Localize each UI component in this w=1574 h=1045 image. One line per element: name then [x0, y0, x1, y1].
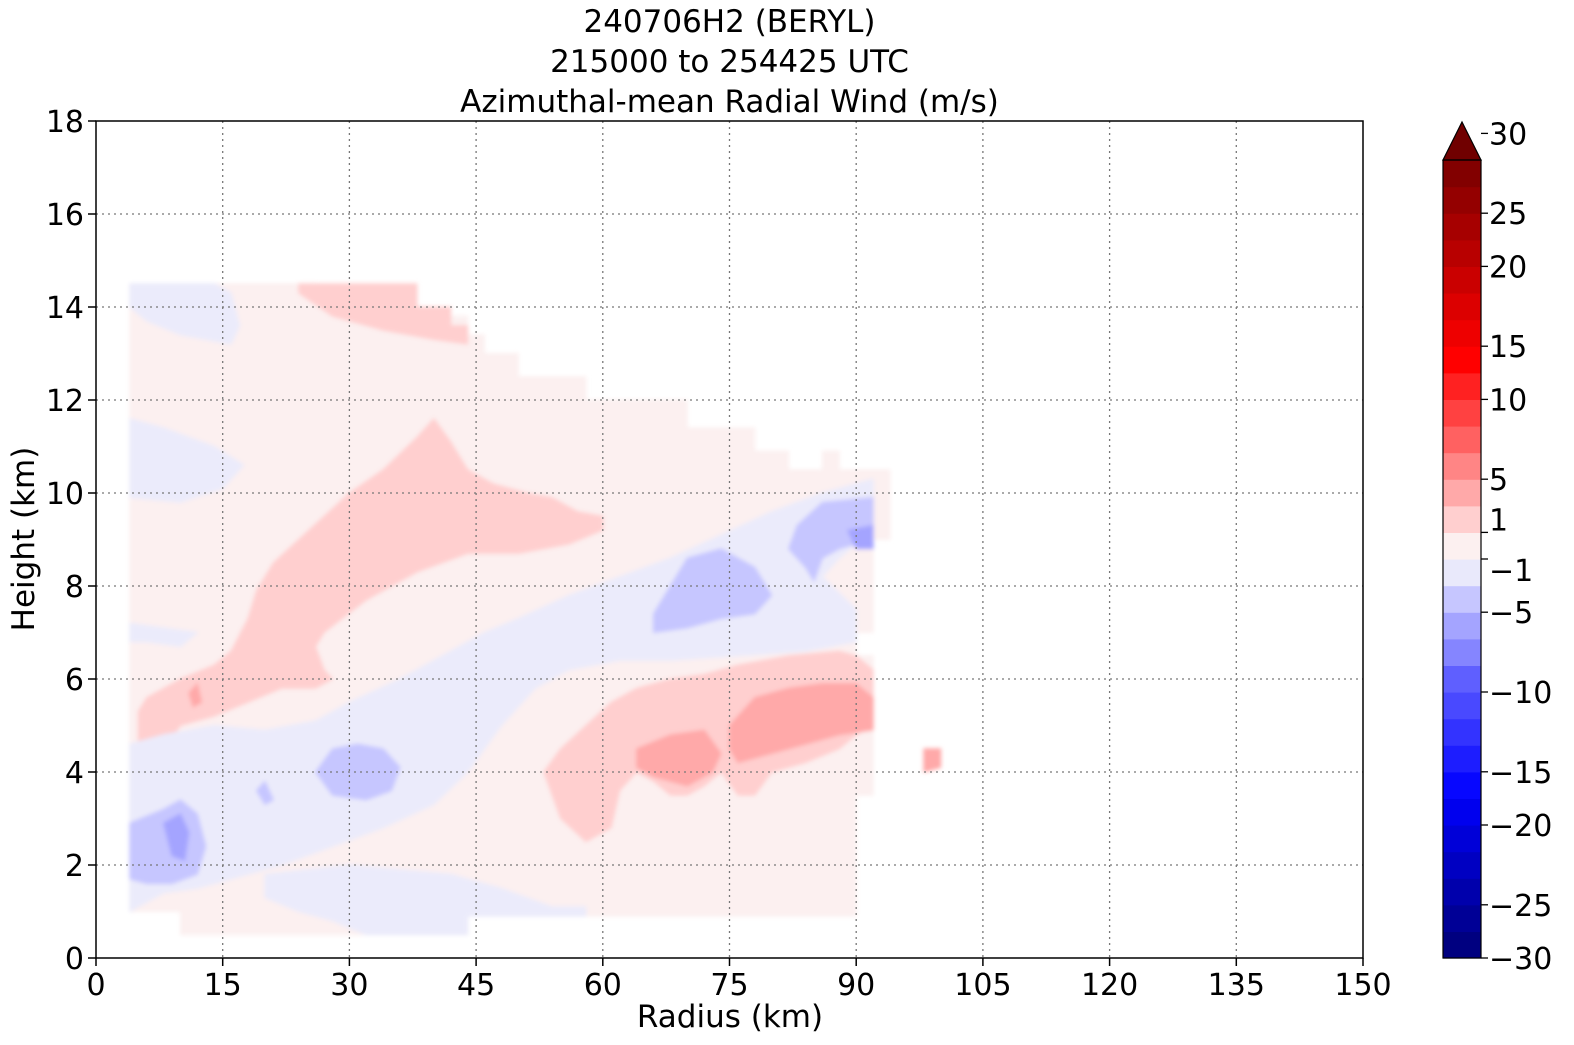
y-tick-label-18: 18: [46, 105, 84, 140]
x-tick-label-105: 105: [954, 968, 1011, 1003]
contour-region-19: [923, 748, 942, 773]
colorbar-segment-7: [1443, 745, 1481, 773]
y-tick-label-6: 6: [65, 663, 84, 698]
contour-region-12: [255, 780, 275, 806]
contour-region-5: [137, 417, 604, 797]
colorbar-segment-14: [1443, 559, 1481, 587]
colorbar-tick-label-1: 25: [1489, 197, 1527, 232]
colorbar-tick-label-8: −5: [1489, 596, 1533, 631]
contour-region-18: [729, 683, 874, 764]
y-tick-label-14: 14: [46, 291, 84, 326]
colorbar-segment-25: [1443, 266, 1481, 294]
colorbar-segment-0: [1443, 931, 1481, 959]
colorbar-segments: [1443, 160, 1481, 959]
y-tick-label-16: 16: [46, 198, 84, 233]
contour-region-3: [129, 622, 199, 648]
colorbar-segment-16: [1443, 505, 1481, 533]
colorbar-tick-label-11: −20: [1489, 809, 1552, 844]
x-tick-label-120: 120: [1081, 968, 1138, 1003]
colorbar-segment-17: [1443, 479, 1481, 507]
colorbar-segment-8: [1443, 718, 1481, 746]
colorbar-ticks: 30 25 20 15 10 5 1 −1 −5 −10 −15 −20 −25 −30: [1481, 117, 1552, 977]
colorbar-segment-27: [1443, 213, 1481, 241]
colorbar-segment-26: [1443, 239, 1481, 267]
colorbar-tick-label-7: −1: [1489, 554, 1533, 589]
grid-lines: [96, 121, 1363, 958]
contour-region-4: [298, 283, 469, 345]
colorbar-segment-21: [1443, 372, 1481, 400]
colorbar-segment-5: [1443, 798, 1481, 826]
colorbar-tick-label-4: 10: [1489, 383, 1527, 418]
x-tick-label-75: 75: [710, 968, 748, 1003]
x-axis-ticks: 0 15 30 45 60 75 90 105 120 135 150: [86, 958, 1392, 1003]
colorbar-segment-4: [1443, 825, 1481, 853]
y-tick-label-0: 0: [65, 942, 84, 977]
colorbar-segment-11: [1443, 638, 1481, 666]
plot-area: 0 15 30 45 60 75 90 105 120 135 150 0 2 4 6 8 10 12 14 16 1…: [46, 105, 1392, 1003]
y-tick-label-2: 2: [65, 849, 84, 884]
colorbar-segment-2: [1443, 878, 1481, 906]
colorbar-segment-12: [1443, 612, 1481, 640]
colorbar-tick-label-9: −10: [1489, 676, 1552, 711]
contour-region-9: [314, 743, 401, 801]
contour-region-15: [847, 524, 874, 550]
x-tick-label-30: 30: [330, 968, 368, 1003]
contour-region-1: [129, 283, 241, 345]
colorbar-segment-10: [1443, 665, 1481, 693]
colorbar-segment-9: [1443, 692, 1481, 720]
colorbar-tick-label-0: 30: [1489, 117, 1527, 152]
y-tick-label-12: 12: [46, 384, 84, 419]
colorbar-segment-28: [1443, 186, 1481, 214]
contour-region-6: [188, 682, 203, 708]
x-tick-label-60: 60: [584, 968, 622, 1003]
x-tick-label-135: 135: [1208, 968, 1265, 1003]
x-tick-label-0: 0: [86, 968, 105, 1003]
x-axis-label: Radius (km): [637, 999, 823, 1035]
colorbar: 30 25 20 15 10 5 1 −1 −5 −10 −15 −20 −25 −30: [1442, 117, 1552, 977]
chart-title-line-2: 215000 to 254425 UTC: [550, 44, 909, 80]
contour-region-17: [636, 729, 722, 787]
x-tick-label-150: 150: [1334, 968, 1391, 1003]
chart-title-line-1: 240706H2 (BERYL): [583, 4, 876, 40]
contour-region-8: [264, 864, 587, 936]
colorbar-tick-label-12: −25: [1489, 889, 1552, 924]
colorbar-segment-13: [1443, 585, 1481, 613]
contour-region-11: [163, 813, 190, 862]
chart-title-line-3: Azimuthal-mean Radial Wind (m/s): [460, 84, 999, 120]
y-tick-label-4: 4: [65, 756, 84, 791]
colorbar-segment-22: [1443, 346, 1481, 374]
y-axis-label: Height (km): [6, 447, 42, 632]
contour-region-13: [653, 548, 773, 634]
colorbar-segment-29: [1443, 160, 1481, 188]
colorbar-extend-arrow: [1442, 120, 1482, 161]
y-tick-label-10: 10: [46, 477, 84, 512]
colorbar-segment-19: [1443, 426, 1481, 454]
contour-region-14: [788, 497, 874, 583]
x-tick-label-45: 45: [457, 968, 495, 1003]
contour-region-2: [129, 417, 245, 503]
y-tick-label-8: 8: [65, 570, 84, 605]
colorbar-tick-label-2: 20: [1489, 250, 1527, 285]
colorbar-tick-label-5: 5: [1489, 463, 1508, 498]
colorbar-tick-label-3: 15: [1489, 330, 1527, 365]
colorbar-tick-label-6: 1: [1489, 503, 1508, 538]
y-axis-ticks: 0 2 4 6 8 10 12 14 16 18: [46, 105, 96, 977]
colorbar-segment-24: [1443, 293, 1481, 321]
colorbar-tick-label-13: −30: [1489, 942, 1552, 977]
contour-region-10: [129, 799, 207, 885]
x-tick-label-90: 90: [837, 968, 875, 1003]
x-tick-label-15: 15: [204, 968, 242, 1003]
colorbar-segment-23: [1443, 319, 1481, 347]
colorbar-segment-15: [1443, 532, 1481, 560]
colorbar-segment-1: [1443, 904, 1481, 932]
colorbar-segment-18: [1443, 452, 1481, 480]
colorbar-segment-6: [1443, 771, 1481, 799]
colorbar-segment-3: [1443, 851, 1481, 879]
colorbar-segment-20: [1443, 399, 1481, 427]
colorbar-tick-label-10: −15: [1489, 756, 1552, 791]
